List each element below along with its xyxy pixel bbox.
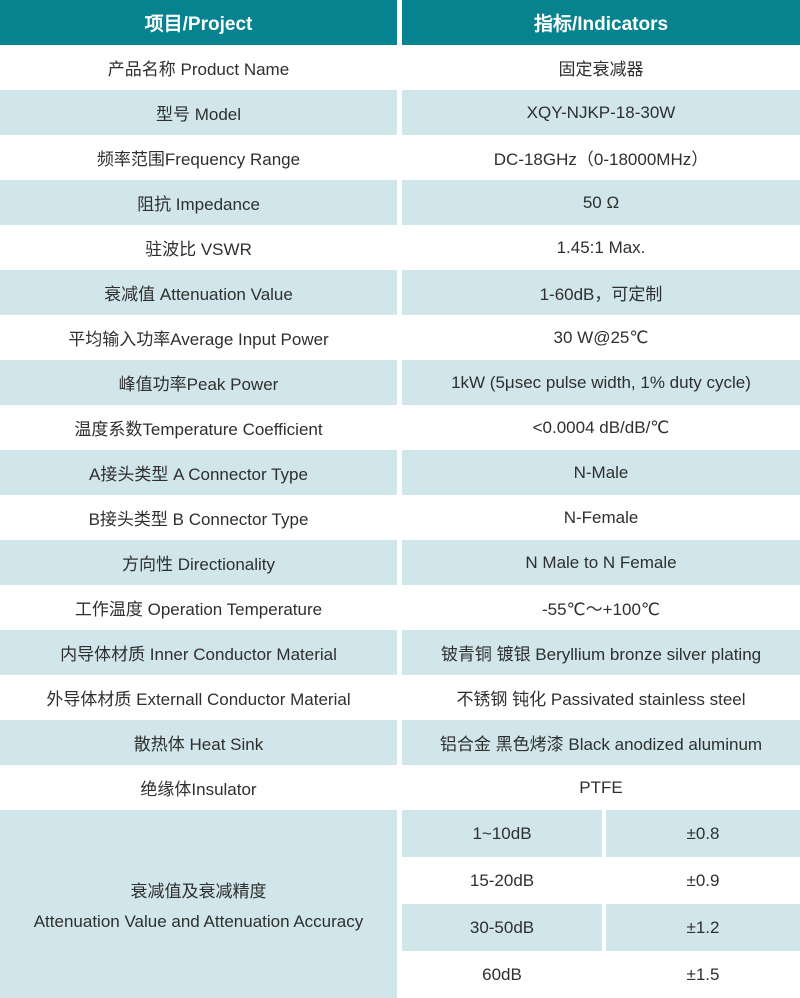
table-row-operation-temperature: 工作温度 Operation Temperature -55℃～+100℃ <box>0 585 800 630</box>
accuracy-row-15-20db: 15-20dB ±0.9 <box>402 857 800 904</box>
column-divider <box>397 585 402 630</box>
accuracy-cell: ±0.9 <box>606 857 800 904</box>
table-row-inner-conductor-material: 内导体材质 Inner Conductor Material 铍青铜 镀银 Be… <box>0 630 800 675</box>
project-cell: 型号 Model <box>0 90 397 135</box>
attenuation-accuracy-label: 衰减值及衰减精度 Attenuation Value and Attenuati… <box>0 810 397 998</box>
indicator-cell: 1-60dB，可定制 <box>402 270 800 315</box>
project-cell: 温度系数Temperature Coefficient <box>0 405 397 450</box>
project-cell: 工作温度 Operation Temperature <box>0 585 397 630</box>
indicator-cell: <0.0004 dB/dB/℃ <box>402 405 800 450</box>
project-cell: 平均输入功率Average Input Power <box>0 315 397 360</box>
indicator-cell: 不锈钢 钝化 Passivated stainless steel <box>402 675 800 720</box>
table-row-insulator: 绝缘体Insulator PTFE <box>0 765 800 810</box>
range-cell: 60dB <box>402 951 602 998</box>
column-divider <box>397 0 402 45</box>
column-divider <box>397 180 402 225</box>
column-divider <box>397 360 402 405</box>
table-row-a-connector-type: A接头类型 A Connector Type N-Male <box>0 450 800 495</box>
indicator-cell: 1kW (5μsec pulse width, 1% duty cycle) <box>402 360 800 405</box>
project-cell: 方向性 Directionality <box>0 540 397 585</box>
project-cell: 阻抗 Impedance <box>0 180 397 225</box>
indicator-cell: N-Male <box>402 450 800 495</box>
column-divider <box>397 765 402 810</box>
project-cell: B接头类型 B Connector Type <box>0 495 397 540</box>
table-row-vswr: 驻波比 VSWR 1.45:1 Max. <box>0 225 800 270</box>
column-divider <box>397 270 402 315</box>
table-row-model: 型号 Model XQY-NJKP-18-30W <box>0 90 800 135</box>
table-row-directionality: 方向性 Directionality N Male to N Female <box>0 540 800 585</box>
project-cell: 频率范围Frequency Range <box>0 135 397 180</box>
project-cell: A接头类型 A Connector Type <box>0 450 397 495</box>
project-cell: 外导体材质 Externall Conductor Material <box>0 675 397 720</box>
indicator-cell: 铝合金 黑色烤漆 Black anodized aluminum <box>402 720 800 765</box>
accuracy-row-1-10db: 1~10dB ±0.8 <box>402 810 800 857</box>
subcolumn-divider <box>602 810 606 857</box>
project-cell: 内导体材质 Inner Conductor Material <box>0 630 397 675</box>
column-divider <box>397 450 402 495</box>
accuracy-cell: ±0.8 <box>606 810 800 857</box>
indicator-cell: 1.45:1 Max. <box>402 225 800 270</box>
table-row-heat-sink: 散热体 Heat Sink 铝合金 黑色烤漆 Black anodized al… <box>0 720 800 765</box>
project-cell: 峰值功率Peak Power <box>0 360 397 405</box>
column-divider <box>397 810 402 998</box>
attenuation-accuracy-section: 衰减值及衰减精度 Attenuation Value and Attenuati… <box>0 810 800 998</box>
column-divider <box>397 90 402 135</box>
column-divider <box>397 495 402 540</box>
column-divider <box>397 225 402 270</box>
table-row-average-input-power: 平均输入功率Average Input Power 30 W@25℃ <box>0 315 800 360</box>
indicator-cell: XQY-NJKP-18-30W <box>402 90 800 135</box>
table-header-row: 项目/Project 指标/Indicators <box>0 0 800 45</box>
indicator-cell: -55℃～+100℃ <box>402 585 800 630</box>
range-cell: 30-50dB <box>402 904 602 951</box>
project-cell: 驻波比 VSWR <box>0 225 397 270</box>
table-row-peak-power: 峰值功率Peak Power 1kW (5μsec pulse width, 1… <box>0 360 800 405</box>
table-row-b-connector-type: B接头类型 B Connector Type N-Female <box>0 495 800 540</box>
indicator-cell: 铍青铜 镀银 Beryllium bronze silver plating <box>402 630 800 675</box>
indicator-cell: 固定衰减器 <box>402 45 800 90</box>
range-cell: 1~10dB <box>402 810 602 857</box>
accuracy-row-60db: 60dB ±1.5 <box>402 951 800 998</box>
indicator-cell: PTFE <box>402 765 800 810</box>
attenuation-accuracy-label-cn: 衰减值及衰减精度 <box>130 881 267 901</box>
column-divider <box>397 675 402 720</box>
column-divider <box>397 630 402 675</box>
subcolumn-divider <box>602 904 606 951</box>
accuracy-subtable: 1~10dB ±0.8 15-20dB ±0.9 30-50dB ±1.2 60… <box>402 810 800 998</box>
range-cell: 15-20dB <box>402 857 602 904</box>
table-row-frequency-range: 频率范围Frequency Range DC-18GHz（0-18000MHz） <box>0 135 800 180</box>
accuracy-cell: ±1.2 <box>606 904 800 951</box>
table-row-temperature-coefficient: 温度系数Temperature Coefficient <0.0004 dB/d… <box>0 405 800 450</box>
attenuation-accuracy-label-en: Attenuation Value and Attenuation Accura… <box>33 911 364 931</box>
table-row-external-conductor-material: 外导体材质 Externall Conductor Material 不锈钢 钝… <box>0 675 800 720</box>
table-row-product-name: 产品名称 Product Name 固定衰减器 <box>0 45 800 90</box>
accuracy-cell: ±1.5 <box>606 951 800 998</box>
column-divider <box>397 315 402 360</box>
subcolumn-divider <box>602 951 606 998</box>
project-cell: 产品名称 Product Name <box>0 45 397 90</box>
column-divider <box>397 720 402 765</box>
project-cell: 散热体 Heat Sink <box>0 720 397 765</box>
project-cell: 衰减值 Attenuation Value <box>0 270 397 315</box>
table-row-impedance: 阻抗 Impedance 50 Ω <box>0 180 800 225</box>
column-divider <box>397 540 402 585</box>
header-project: 项目/Project <box>0 0 397 45</box>
indicator-cell: N-Female <box>402 495 800 540</box>
column-divider <box>397 405 402 450</box>
accuracy-row-30-50db: 30-50dB ±1.2 <box>402 904 800 951</box>
table-row-attenuation-value: 衰减值 Attenuation Value 1-60dB，可定制 <box>0 270 800 315</box>
header-indicators: 指标/Indicators <box>402 0 800 45</box>
column-divider <box>397 135 402 180</box>
indicator-cell: DC-18GHz（0-18000MHz） <box>402 135 800 180</box>
indicator-cell: N Male to N Female <box>402 540 800 585</box>
column-divider <box>397 45 402 90</box>
indicator-cell: 30 W@25℃ <box>402 315 800 360</box>
project-cell: 绝缘体Insulator <box>0 765 397 810</box>
indicator-cell: 50 Ω <box>402 180 800 225</box>
subcolumn-divider <box>602 857 606 904</box>
